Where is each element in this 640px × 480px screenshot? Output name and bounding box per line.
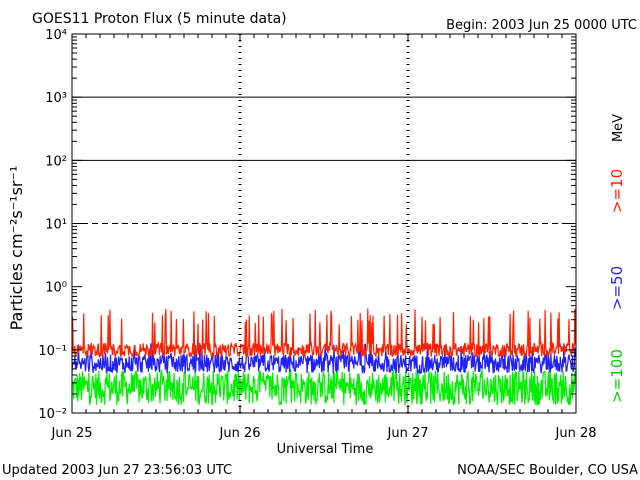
y-tick-label: 10⁴ xyxy=(45,28,67,43)
y-tick-label: 10³ xyxy=(45,91,67,106)
footer-credit: NOAA/SEC Boulder, CO USA xyxy=(457,463,638,478)
x-tick-label: Jun 27 xyxy=(387,426,429,441)
y-tick-label: 10⁻² xyxy=(38,407,67,422)
series-line-2 xyxy=(71,308,577,359)
legend-series-1: >=50 xyxy=(608,266,626,310)
series-line-0 xyxy=(71,368,577,406)
y-tick-label: 10⁰ xyxy=(45,281,67,296)
x-tick-label: Jun 26 xyxy=(219,426,261,441)
footer-updated: Updated 2003 Jun 27 23:56:03 UTC xyxy=(2,463,232,478)
y-axis-label: Particles cm⁻²s⁻¹sr⁻¹ xyxy=(7,166,26,331)
legend-series-2: >=100 xyxy=(608,349,626,403)
legend-series-0: >=10 xyxy=(608,169,626,213)
begin-label: Begin: 2003 Jun 25 0000 UTC xyxy=(446,18,637,33)
x-tick-label: Jun 25 xyxy=(51,426,93,441)
y-tick-label: 10⁻¹ xyxy=(38,344,67,359)
unit-label: MeV xyxy=(611,114,626,142)
y-tick-label: 10¹ xyxy=(45,218,67,233)
x-axis-label: Universal Time xyxy=(277,442,374,457)
x-tick-label: Jun 28 xyxy=(555,426,597,441)
chart-title: GOES11 Proton Flux (5 minute data) xyxy=(32,11,287,27)
y-tick-label: 10² xyxy=(45,154,67,169)
plot-area: 10⁻² 10⁻¹ 10⁰ 10¹ 10² 10³ 10⁴ Jun 25 Jun 26 Jun 2… xyxy=(38,28,596,441)
